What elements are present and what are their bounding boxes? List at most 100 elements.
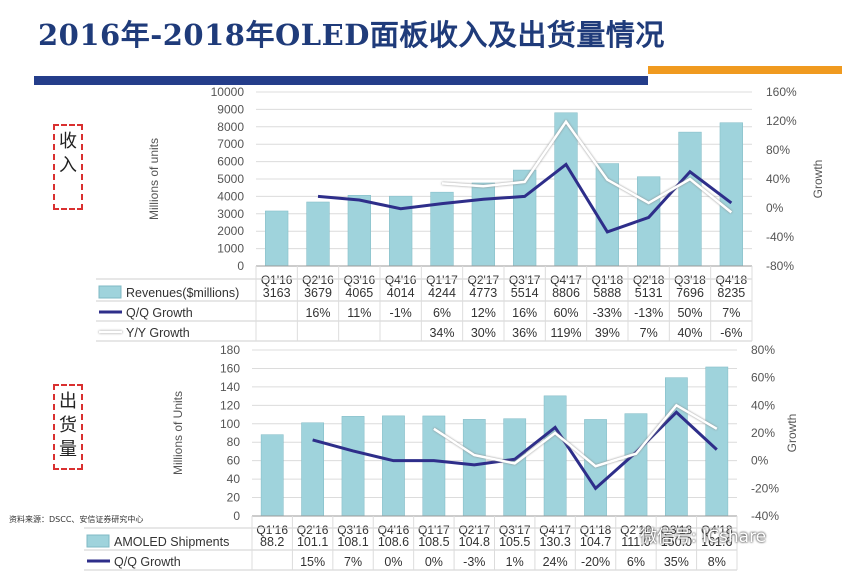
y2-tick-label: 80% bbox=[751, 343, 775, 357]
table-cell: -13% bbox=[634, 306, 663, 320]
x-tick-label: Q4'17 bbox=[550, 273, 582, 287]
table-cell: 16% bbox=[512, 306, 537, 320]
source-note: 资料来源：DSCC、安信证券研究中心 bbox=[9, 515, 144, 524]
table-row-label: Q/Q Growth bbox=[114, 555, 181, 569]
y-tick-label: 7000 bbox=[217, 137, 244, 151]
x-tick-label: Q1'16 bbox=[261, 273, 293, 287]
table-cell: -20% bbox=[581, 555, 610, 569]
table-cell: 8235 bbox=[717, 286, 745, 300]
table-cell: 3163 bbox=[263, 286, 291, 300]
table-row-label: Y/Y Growth bbox=[126, 326, 190, 340]
table-cell: 130.3 bbox=[539, 535, 570, 549]
y2-axis-title: Growth bbox=[785, 414, 799, 453]
y2-axis-title: Growth bbox=[811, 160, 825, 199]
bar bbox=[513, 169, 537, 267]
bar bbox=[422, 415, 446, 517]
y2-tick-label: 60% bbox=[751, 371, 775, 385]
bar bbox=[678, 131, 702, 267]
y2-tick-label: -40% bbox=[751, 509, 779, 523]
table-cell: 105.5 bbox=[499, 535, 530, 549]
table-cell: -33% bbox=[593, 306, 622, 320]
y2-tick-label: 40% bbox=[751, 398, 775, 412]
revenue-side-label: 收入 bbox=[53, 124, 83, 210]
y-tick-label: 80 bbox=[227, 435, 241, 449]
table-row-label: AMOLED Shipments bbox=[114, 535, 229, 549]
page-title: 2016年-2018年OLED面板收入及出货量情况 bbox=[38, 18, 665, 52]
bar bbox=[260, 434, 284, 517]
x-tick-label: Q3'17 bbox=[509, 273, 541, 287]
y-tick-label: 60 bbox=[227, 454, 241, 468]
table-cell: 7696 bbox=[676, 286, 704, 300]
table-cell: 0% bbox=[384, 555, 402, 569]
table-cell: 50% bbox=[677, 306, 702, 320]
y-tick-label: 180 bbox=[220, 343, 240, 357]
table-cell: 0% bbox=[425, 555, 443, 569]
y-tick-label: 140 bbox=[220, 380, 240, 394]
y2-tick-label: -20% bbox=[751, 481, 779, 495]
table-cell: 36% bbox=[512, 326, 537, 340]
x-tick-label: Q3'16 bbox=[344, 273, 376, 287]
table-cell: 5888 bbox=[593, 286, 621, 300]
table-cell: 5131 bbox=[635, 286, 663, 300]
yy-growth-line bbox=[433, 403, 718, 468]
table-row-label: Revenues($millions) bbox=[126, 286, 239, 300]
table-cell: 104.7 bbox=[580, 535, 611, 549]
x-tick-label: Q2'17 bbox=[468, 273, 500, 287]
x-tick-label: Q2'18 bbox=[633, 273, 665, 287]
table-cell: 7% bbox=[722, 306, 740, 320]
table-cell: 8% bbox=[708, 555, 726, 569]
y-tick-label: 0 bbox=[237, 259, 244, 273]
table-cell: 119% bbox=[550, 326, 581, 340]
bar bbox=[584, 419, 607, 517]
table-cell: 150.0 bbox=[661, 535, 692, 549]
x-tick-label: Q4'18 bbox=[716, 273, 748, 287]
table-cell: -6% bbox=[720, 326, 742, 340]
bar bbox=[462, 419, 486, 517]
bar bbox=[301, 422, 324, 517]
table-cell: 24% bbox=[543, 555, 568, 569]
table-cell: 6% bbox=[433, 306, 451, 320]
table-cell: 4773 bbox=[469, 286, 497, 300]
table-cell: 40% bbox=[677, 326, 702, 340]
legend-key-bar bbox=[86, 534, 110, 548]
x-tick-label: Q2'18 bbox=[620, 523, 652, 537]
bar bbox=[306, 201, 330, 267]
y-tick-label: 20 bbox=[227, 491, 241, 505]
title-underline-orange bbox=[648, 66, 842, 74]
table-cell: 11% bbox=[347, 306, 371, 320]
x-tick-label: Q3'18 bbox=[661, 523, 693, 537]
table-cell: 34% bbox=[429, 326, 454, 340]
table-cell: 5514 bbox=[511, 286, 539, 300]
title-underline-blue bbox=[34, 76, 648, 85]
bar bbox=[543, 395, 567, 517]
table-cell: 15% bbox=[300, 555, 325, 569]
y2-tick-label: 0% bbox=[751, 454, 769, 468]
x-tick-label: Q1'18 bbox=[592, 273, 624, 287]
table-cell: 30% bbox=[471, 326, 496, 340]
table-cell: 4065 bbox=[345, 286, 373, 300]
table-cell: 16% bbox=[305, 306, 330, 320]
table-cell: 161.6 bbox=[701, 535, 732, 549]
table-cell: 4244 bbox=[428, 286, 456, 300]
table-cell: 111.0 bbox=[621, 535, 650, 549]
bar bbox=[624, 413, 648, 517]
y-tick-label: 2000 bbox=[217, 224, 244, 238]
y2-tick-label: 40% bbox=[766, 172, 790, 186]
x-tick-label: Q4'18 bbox=[701, 523, 733, 537]
table-cell: -3% bbox=[463, 555, 485, 569]
y-tick-label: 40 bbox=[227, 472, 241, 486]
table-cell: 101.1 bbox=[297, 535, 328, 549]
x-tick-label: Q3'17 bbox=[499, 523, 531, 537]
y2-tick-label: 80% bbox=[766, 143, 790, 157]
bar bbox=[382, 415, 405, 517]
x-tick-label: Q2'17 bbox=[458, 523, 490, 537]
y-axis-title: Millions of units bbox=[147, 138, 161, 220]
table-cell: -1% bbox=[390, 306, 412, 320]
y-tick-label: 4000 bbox=[217, 189, 244, 203]
y-tick-label: 9000 bbox=[217, 102, 244, 116]
table-cell: 1% bbox=[506, 555, 524, 569]
table-cell: 8806 bbox=[552, 286, 580, 300]
bar bbox=[347, 195, 371, 267]
bar bbox=[503, 418, 527, 517]
